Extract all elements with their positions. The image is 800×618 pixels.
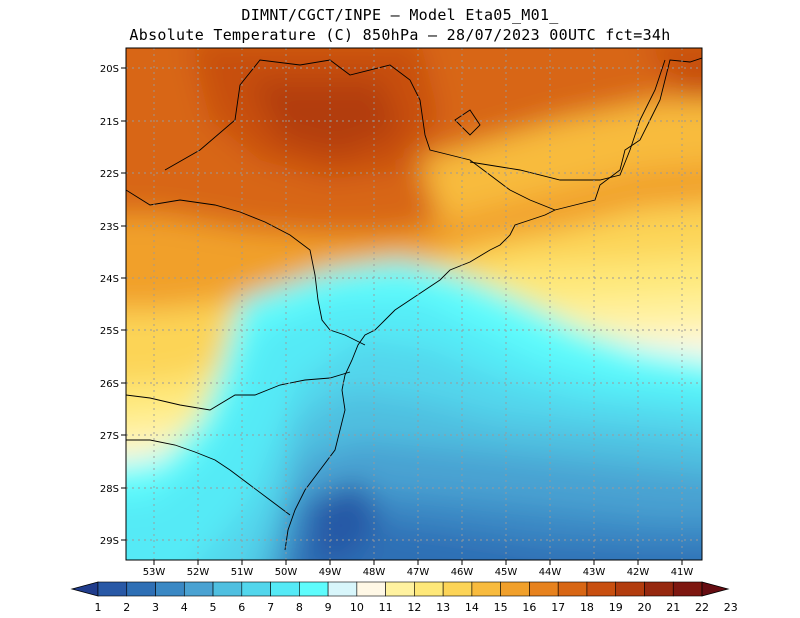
colorbar-label: 20 xyxy=(637,601,651,614)
lat-label: 21S xyxy=(100,117,119,128)
colorbar-label: 13 xyxy=(436,601,450,614)
colorbar-swatch xyxy=(270,581,300,597)
colorbar: 1 2 3 4 5 6 7 8 9 10 11 12 13 14 15 16 17 18 19 20 21 22 23 xyxy=(70,581,738,614)
colorbar-swatch xyxy=(356,581,386,597)
colorbar-swatch xyxy=(586,581,617,597)
gridlines xyxy=(126,48,702,560)
colorbar-label: 14 xyxy=(465,601,479,614)
colorbar-swatch xyxy=(644,581,674,597)
colorbar-swatch xyxy=(97,581,128,597)
lon-label: 51W xyxy=(231,567,254,578)
colorbar-label: 15 xyxy=(494,601,508,614)
title-line-2: Absolute Temperature (C) 850hPa — 28/07/… xyxy=(129,26,671,44)
colorbar-swatch xyxy=(471,581,501,597)
colorbar-swatch xyxy=(414,581,444,597)
colorbar-swatch xyxy=(327,581,358,597)
colorbar-label: 6 xyxy=(238,601,245,614)
lon-label: 43W xyxy=(583,567,606,578)
colorbar-label: 5 xyxy=(210,601,217,614)
colorbar-swatch xyxy=(615,581,645,597)
colorbar-swatch xyxy=(442,581,473,597)
colorbar-label: 11 xyxy=(379,601,393,614)
colorbar-label: 1 xyxy=(95,601,102,614)
colorbar-label: 18 xyxy=(580,601,594,614)
lat-label: 23S xyxy=(100,222,119,233)
lon-label: 49W xyxy=(319,567,342,578)
colorbar-arrow-right xyxy=(701,581,730,597)
lat-label: 22S xyxy=(100,169,119,180)
lon-label: 47W xyxy=(407,567,430,578)
colorbar-swatch xyxy=(126,581,156,597)
lon-label: 45W xyxy=(495,567,518,578)
colorbar-label: 2 xyxy=(123,601,130,614)
lon-label: 46W xyxy=(451,567,474,578)
lon-label: 48W xyxy=(363,567,386,578)
colorbar-swatch xyxy=(500,581,530,597)
longitude-labels: 53W 52W 51W 50W 49W 48W 47W 46W 45W 44W … xyxy=(143,567,694,578)
title-line-1: DIMNT/CGCT/INPE — Model Eta05_M01_ xyxy=(241,6,559,24)
lon-label: 44W xyxy=(539,567,562,578)
lat-label: 27S xyxy=(100,431,119,442)
lon-label: 50W xyxy=(275,567,298,578)
colorbar-label: 3 xyxy=(152,601,159,614)
colorbar-label: 22 xyxy=(695,601,709,614)
colorbar-label: 23 xyxy=(724,601,738,614)
coastline-borders xyxy=(126,57,702,551)
lat-label: 25S xyxy=(100,326,119,337)
colorbar-swatch xyxy=(183,581,214,597)
colorbar-arrow-left xyxy=(70,581,99,597)
lon-label: 52W xyxy=(187,567,210,578)
colorbar-swatch xyxy=(557,581,588,597)
colorbar-label: 16 xyxy=(522,601,536,614)
lat-label: 29S xyxy=(100,536,119,547)
colorbar-swatch xyxy=(212,581,243,597)
colorbar-swatch xyxy=(529,581,559,597)
map-frame xyxy=(125,47,703,561)
colorbar-label: 9 xyxy=(325,601,332,614)
lon-label: 41W xyxy=(671,567,694,578)
colorbar-label: 21 xyxy=(666,601,680,614)
colorbar-label: 17 xyxy=(551,601,565,614)
colorbar-swatch xyxy=(385,581,415,597)
colorbar-swatch xyxy=(672,581,703,597)
lon-label: 53W xyxy=(143,567,166,578)
colorbar-swatch xyxy=(299,581,329,597)
colorbar-label: 19 xyxy=(609,601,623,614)
lon-label: 42W xyxy=(627,567,650,578)
lat-label: 28S xyxy=(100,484,119,495)
colorbar-label: 8 xyxy=(296,601,303,614)
colorbar-label: 7 xyxy=(267,601,274,614)
temperature-field xyxy=(126,48,702,560)
colorbar-label: 12 xyxy=(407,601,421,614)
colorbar-label: 4 xyxy=(181,601,188,614)
latitude-labels: 20S 21S 22S 23S 24S 25S 26S 27S 28S 29S xyxy=(100,64,119,547)
tick-marks xyxy=(121,67,683,565)
colorbar-swatch xyxy=(155,581,185,597)
colorbar-label: 10 xyxy=(350,601,364,614)
colorbar-swatch xyxy=(241,581,271,597)
lat-label: 24S xyxy=(100,274,119,285)
lat-label: 20S xyxy=(100,64,119,75)
lat-label: 26S xyxy=(100,379,119,390)
